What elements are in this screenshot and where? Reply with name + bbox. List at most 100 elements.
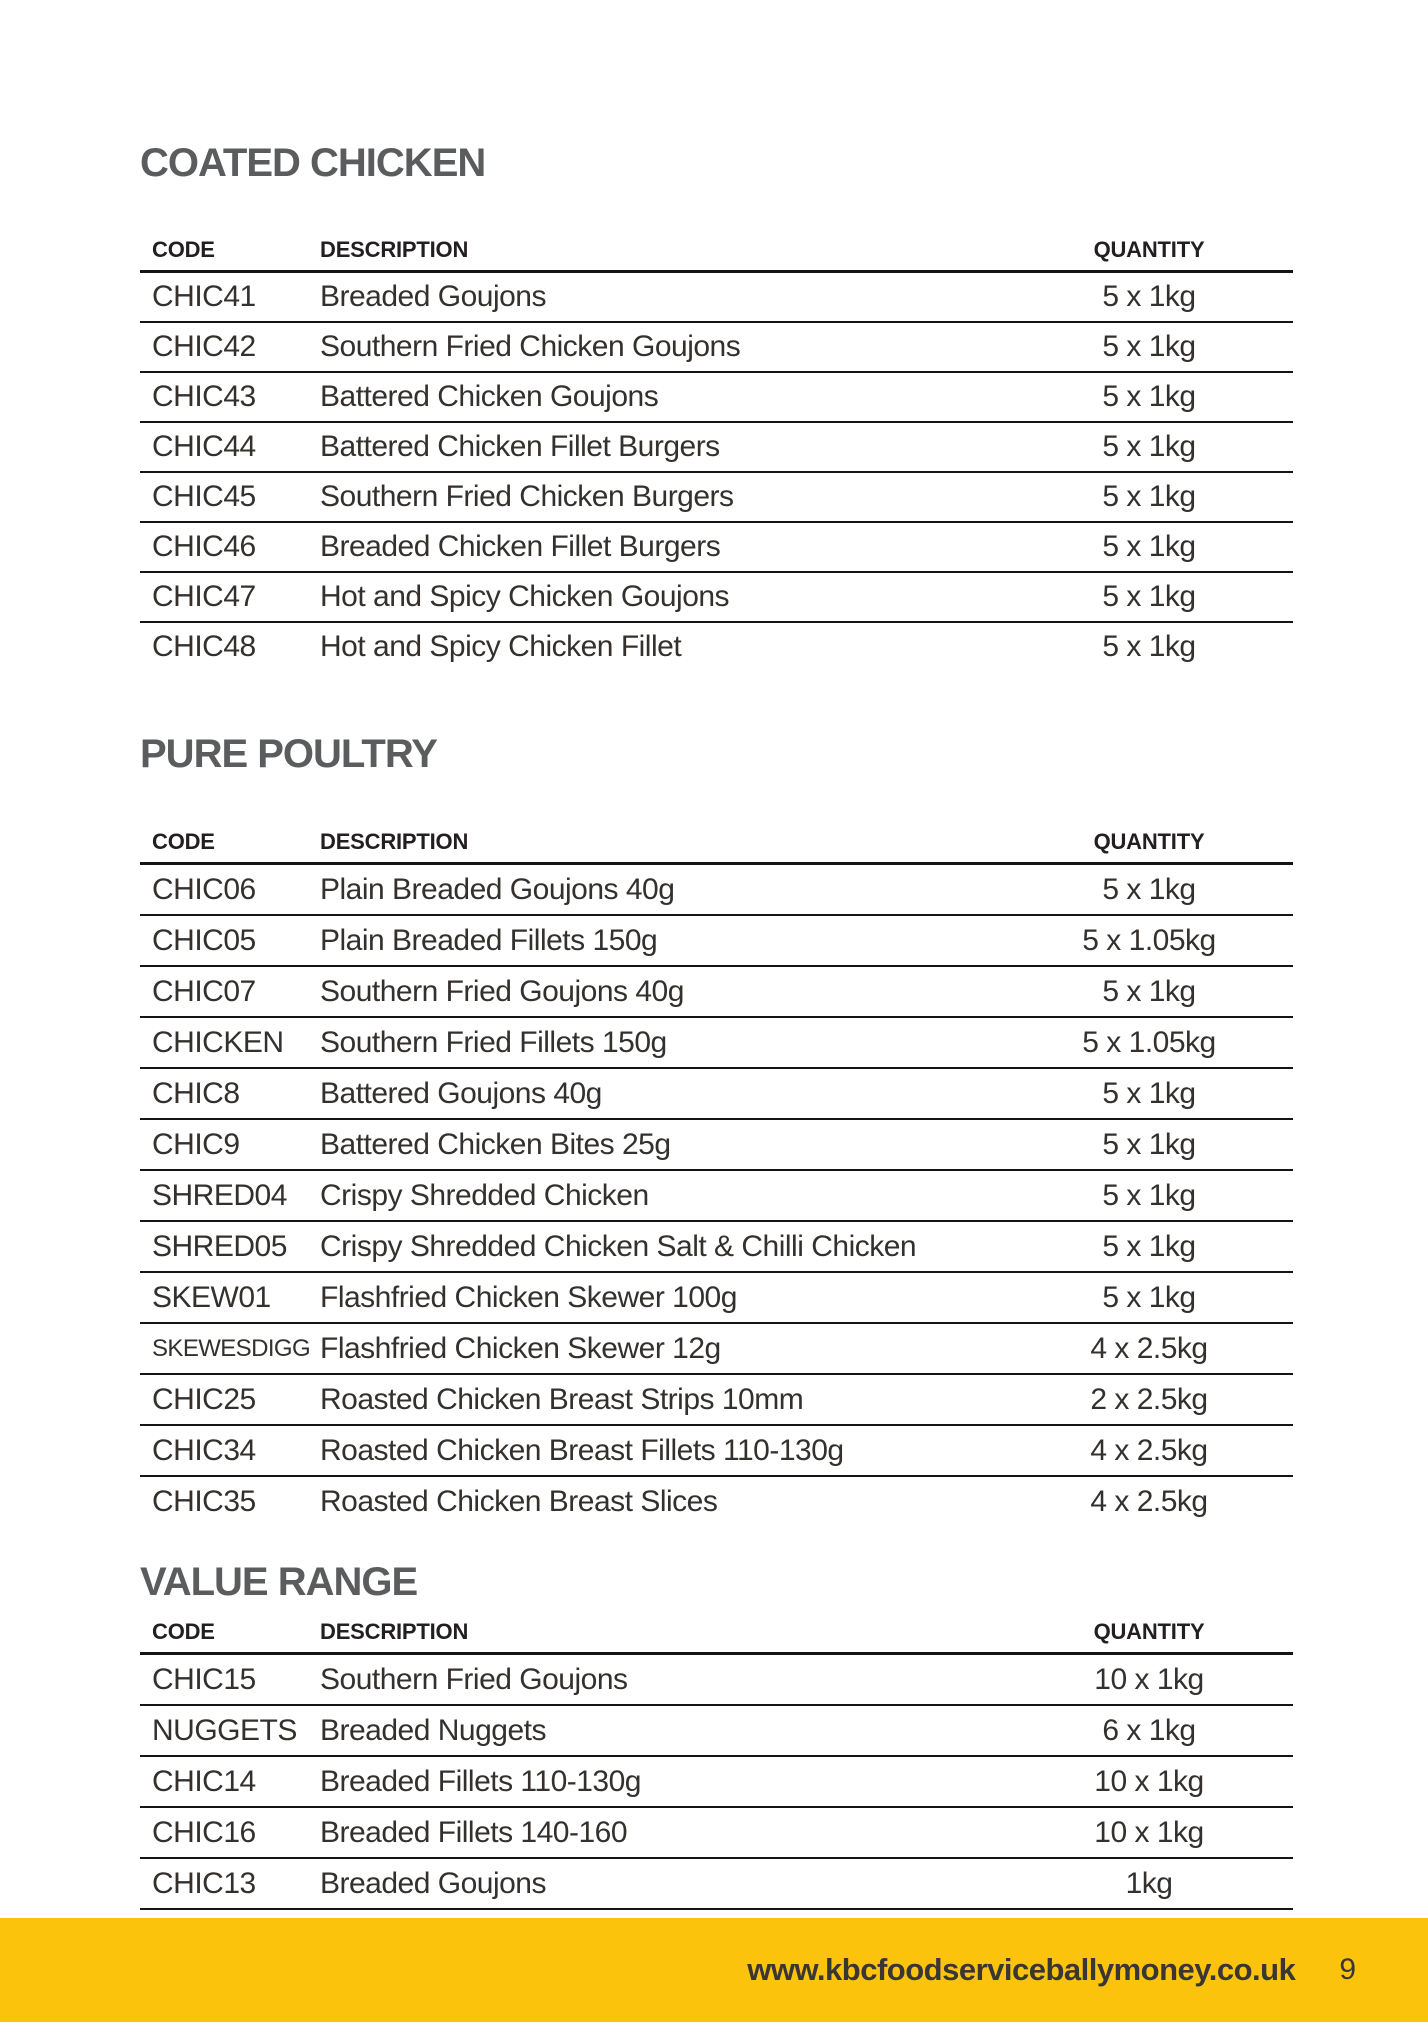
product-description: Battered Chicken Goujons xyxy=(320,372,1005,423)
page-number: 9 xyxy=(1339,1953,1356,1986)
product-code: CHICKEN xyxy=(140,1017,320,1069)
table-row: CHIC13 Breaded Goujons 1kg xyxy=(140,1858,1293,1910)
page-footer: www.kbcfoodserviceballymoney.co.uk 9 xyxy=(0,1918,1428,2022)
product-description: Breaded Goujons xyxy=(320,1858,1005,1910)
product-quantity: 5 x 1kg xyxy=(1005,572,1293,623)
product-quantity: 6 x 1kg xyxy=(1005,1705,1293,1757)
product-code: CHIC48 xyxy=(152,630,256,663)
product-quantity: 5 x 1kg xyxy=(1005,271,1293,323)
product-description: Hot and Spicy Chicken Fillet xyxy=(320,630,682,663)
product-description: Southern Fried Goujons xyxy=(320,1653,1005,1706)
product-quantity: 5 x 1kg xyxy=(1005,472,1293,523)
column-header-code: CODE xyxy=(140,822,320,865)
product-description: Battered Chicken Bites 25g xyxy=(320,1119,1005,1171)
product-description: Plain Breaded Goujons 40g xyxy=(320,863,1005,916)
product-code: CHIC47 xyxy=(140,572,320,623)
column-header-quantity: QUANTITY xyxy=(1005,1612,1293,1655)
product-description: Breaded Fillets 110-130g xyxy=(320,1756,1005,1808)
product-description: Breaded Fillets 140-160 xyxy=(320,1807,1005,1859)
product-code: CHIC44 xyxy=(140,422,320,473)
table-row: CHICKEN Southern Fried Fillets 150g 5 x 1.… xyxy=(140,1017,1293,1069)
product-code: NUGGETS xyxy=(140,1705,320,1757)
product-table: CODE DESCRIPTION QUANTITY CHIC06 Plain Bread… xyxy=(140,822,1293,1526)
section-title: PURE POULTRY xyxy=(140,732,438,776)
product-description: Crispy Shredded Chicken xyxy=(320,1170,1005,1222)
product-description: Breaded Chicken Fillet Burgers xyxy=(320,522,1005,573)
product-quantity: 4 x 2.5kg xyxy=(1005,1323,1293,1375)
product-quantity: 5 x 1kg xyxy=(1005,966,1293,1018)
product-code: CHIC14 xyxy=(140,1756,320,1808)
column-header-description: DESCRIPTION xyxy=(320,230,1005,273)
section-pure-poultry: PURE POULTRY CODE DESCRIPTION QUANTITY CHIC0… xyxy=(140,732,1293,1526)
column-header-description: DESCRIPTION xyxy=(320,1612,1005,1655)
product-description: Breaded Nuggets xyxy=(320,1705,1005,1757)
column-header-description: DESCRIPTION xyxy=(320,822,1005,865)
table-row: CHIC16 Breaded Fillets 140-160 10 x 1kg xyxy=(140,1807,1293,1859)
product-description: Southern Fried Fillets 150g xyxy=(320,1017,1005,1069)
table-row: CHIC41 Breaded Goujons 5 x 1kg xyxy=(140,271,1293,323)
product-quantity: 10 x 1kg xyxy=(1005,1756,1293,1808)
table-row: NUGGETS Breaded Nuggets 6 x 1kg xyxy=(140,1705,1293,1757)
product-code: CHIC43 xyxy=(140,372,320,423)
product-code: CHIC41 xyxy=(140,271,320,323)
product-table: CODE DESCRIPTION QUANTITY CHIC41 Breaded Gou… xyxy=(140,230,1293,671)
product-description: Battered Chicken Fillet Burgers xyxy=(320,422,1005,473)
product-quantity: 5 x 1kg xyxy=(1005,1170,1293,1222)
product-quantity: 5 x 1kg xyxy=(1005,1221,1293,1273)
product-quantity: 5 x 1kg xyxy=(1005,1068,1293,1120)
product-quantity: 5 x 1kg xyxy=(1005,422,1293,473)
table-header-row: CODE DESCRIPTION QUANTITY xyxy=(140,1612,1293,1655)
product-quantity: 5 x 1kg xyxy=(1005,1119,1293,1171)
product-code: CHIC07 xyxy=(140,966,320,1018)
product-description: Flashfried Chicken Skewer 100g xyxy=(320,1272,1005,1324)
footer-website-url: www.kbcfoodserviceballymoney.co.uk xyxy=(747,1952,1296,1987)
product-quantity: 1kg xyxy=(1005,1858,1293,1910)
product-code: CHIC16 xyxy=(140,1807,320,1859)
product-code: CHIC45 xyxy=(140,472,320,523)
table-row: SKEWESDIGG Flashfried Chicken Skewer 12g 4… xyxy=(140,1323,1293,1375)
section-title: VALUE RANGE xyxy=(140,1560,418,1604)
section-coated-chicken: COATED CHICKEN CODE DESCRIPTION QUANTITY CHI… xyxy=(140,141,1293,671)
section-title: COATED CHICKEN xyxy=(140,141,486,185)
product-code: CHIC46 xyxy=(140,522,320,573)
table-row: CHIC9 Battered Chicken Bites 25g 5 x 1kg xyxy=(140,1119,1293,1171)
table-row: CHIC42 Southern Fried Chicken Goujons 5 x … xyxy=(140,322,1293,373)
product-code: CHIC06 xyxy=(140,863,320,916)
table-row: CHIC48 Hot and Spicy Chicken Fillet 5 x 1k… xyxy=(140,622,1293,671)
column-header-quantity: QUANTITY xyxy=(1005,230,1293,273)
table-header-row: CODE DESCRIPTION QUANTITY xyxy=(140,230,1293,273)
section-value-range: VALUE RANGE CODE DESCRIPTION QUANTITY CHIC15… xyxy=(140,1560,1293,1910)
product-description: Southern Fried Goujons 40g xyxy=(320,966,1005,1018)
product-quantity: 4 x 2.5kg xyxy=(1090,1484,1208,1518)
product-description: Southern Fried Chicken Burgers xyxy=(320,472,1005,523)
product-quantity: 10 x 1kg xyxy=(1005,1807,1293,1859)
product-description: Roasted Chicken Breast Fillets 110-130g xyxy=(320,1425,1005,1477)
product-description: Crispy Shredded Chicken Salt & Chilli Ch… xyxy=(320,1221,1005,1273)
product-description: Plain Breaded Fillets 150g xyxy=(320,915,1005,967)
table-row: CHIC44 Battered Chicken Fillet Burgers 5 x… xyxy=(140,422,1293,473)
product-description: Roasted Chicken Breast Strips 10mm xyxy=(320,1374,1005,1426)
table-row: SKEW01 Flashfried Chicken Skewer 100g 5 x … xyxy=(140,1272,1293,1324)
table-row: CHIC34 Roasted Chicken Breast Fillets 110… xyxy=(140,1425,1293,1477)
product-quantity: 5 x 1kg xyxy=(1005,863,1293,916)
table-row: CHIC43 Battered Chicken Goujons 5 x 1kg xyxy=(140,372,1293,423)
product-description: Hot and Spicy Chicken Goujons xyxy=(320,572,1005,623)
product-quantity: 2 x 2.5kg xyxy=(1005,1374,1293,1426)
product-code: CHIC13 xyxy=(140,1858,320,1910)
table-row: CHIC06 Plain Breaded Goujons 40g 5 x 1kg xyxy=(140,863,1293,916)
table-row: CHIC8 Battered Goujons 40g 5 x 1kg xyxy=(140,1068,1293,1120)
table-row: CHIC15 Southern Fried Goujons 10 x 1kg xyxy=(140,1653,1293,1706)
product-description: Breaded Goujons xyxy=(320,271,1005,323)
product-description: Roasted Chicken Breast Slices xyxy=(320,1484,718,1518)
product-code: CHIC35 xyxy=(152,1484,256,1518)
product-code: CHIC05 xyxy=(140,915,320,967)
product-table: CODE DESCRIPTION QUANTITY CHIC15 Southern Fr… xyxy=(140,1612,1293,1910)
product-quantity: 5 x 1kg xyxy=(1005,372,1293,423)
column-header-quantity: QUANTITY xyxy=(1005,822,1293,865)
product-code: CHIC8 xyxy=(140,1068,320,1120)
product-quantity: 4 x 2.5kg xyxy=(1005,1425,1293,1477)
table-row: SHRED04 Crispy Shredded Chicken 5 x 1kg xyxy=(140,1170,1293,1222)
product-quantity: 5 x 1.05kg xyxy=(1005,1017,1293,1069)
table-row: CHIC35 Roasted Chicken Breast Slices 4 x 2… xyxy=(140,1476,1293,1526)
